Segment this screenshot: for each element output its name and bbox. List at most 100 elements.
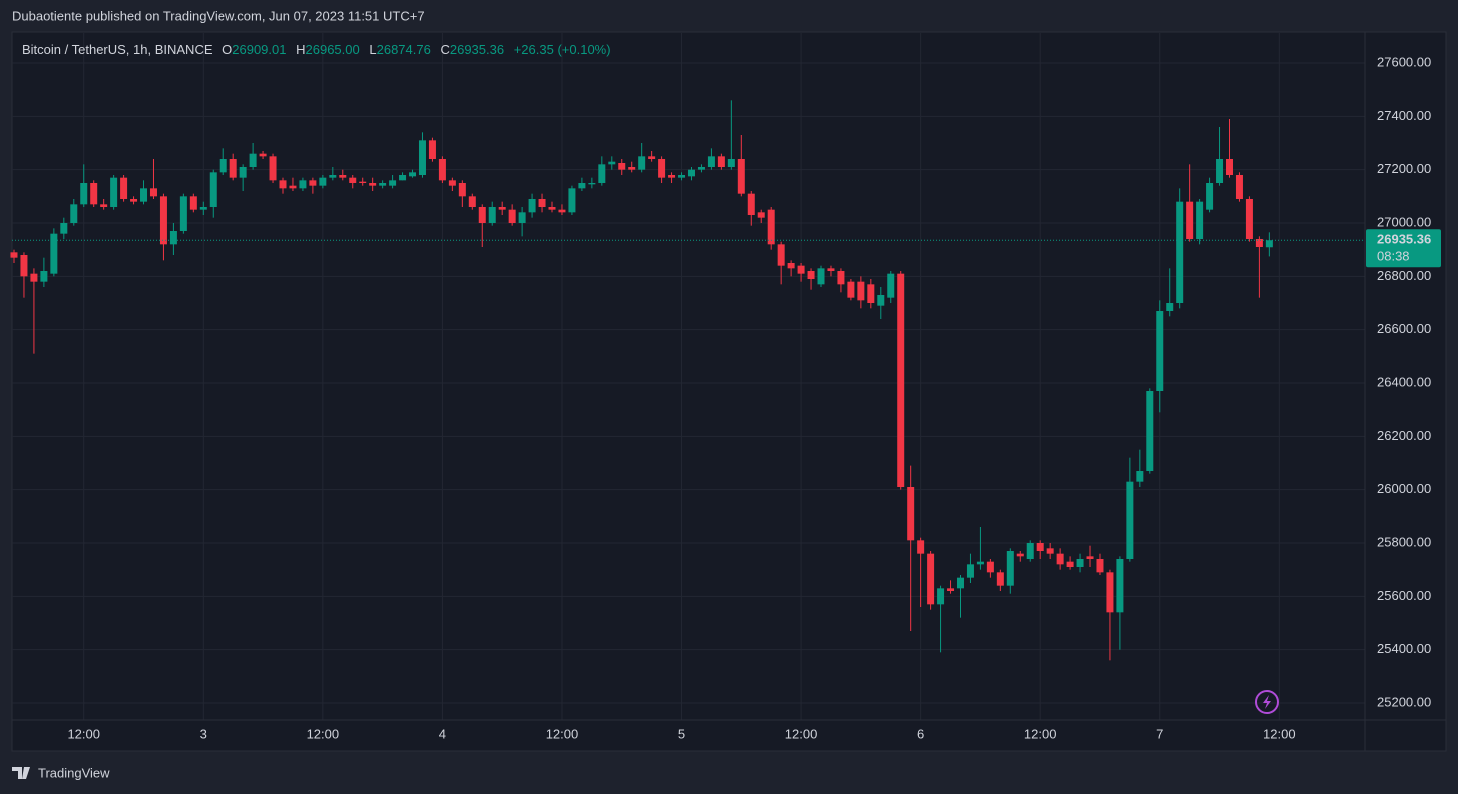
- candle-body: [1186, 201, 1194, 239]
- candle-body: [737, 159, 745, 194]
- x-tick-label: 12:00: [67, 726, 100, 741]
- candle-body: [140, 188, 148, 202]
- candle-body: [1156, 311, 1164, 391]
- candle-body: [608, 161, 616, 165]
- candle-body: [1136, 471, 1144, 482]
- candle-body: [588, 183, 596, 185]
- candle-body: [1006, 551, 1014, 586]
- candle-body: [359, 181, 367, 183]
- candle-body: [1016, 553, 1024, 557]
- x-tick-label: 7: [1156, 726, 1163, 741]
- candle-body: [927, 553, 935, 605]
- candle-body: [239, 167, 247, 178]
- candle-body: [40, 271, 48, 282]
- lightning-icon[interactable]: [1255, 690, 1279, 714]
- candle-body: [179, 196, 187, 231]
- candle-body: [777, 244, 785, 266]
- candle-body: [458, 183, 466, 197]
- candle-body: [986, 561, 994, 573]
- tradingview-logo[interactable]: TradingView: [12, 765, 110, 780]
- candle-body: [578, 183, 586, 189]
- ohlc-header: Bitcoin / TetherUS, 1h, BINANCE O26909.0…: [22, 42, 611, 57]
- candle-body: [1026, 543, 1034, 559]
- candle-body: [1255, 239, 1263, 247]
- candle-body: [568, 188, 576, 213]
- candle-body: [50, 233, 58, 274]
- y-tick-label: 26000.00: [1377, 481, 1431, 496]
- candle-body: [887, 273, 895, 298]
- candle-body: [837, 271, 845, 285]
- candle-body: [1245, 199, 1253, 239]
- candle-body: [349, 177, 357, 183]
- candle-body: [100, 204, 108, 207]
- x-tick-label: 5: [678, 726, 685, 741]
- candle-body: [628, 167, 636, 170]
- c-value: 26935.36: [450, 42, 504, 57]
- y-tick-label: 26200.00: [1377, 428, 1431, 443]
- candle-body: [189, 196, 197, 210]
- candle-body: [538, 199, 546, 207]
- candle-body: [1076, 559, 1084, 567]
- candle-body: [678, 175, 686, 178]
- candle-body: [877, 295, 885, 306]
- candle-body: [937, 588, 945, 605]
- candle-body: [767, 209, 775, 245]
- candle-body: [149, 188, 157, 197]
- candle-body: [169, 231, 177, 245]
- h-key: H: [296, 42, 305, 57]
- o-key: O: [222, 42, 232, 57]
- y-tick-label: 26400.00: [1377, 374, 1431, 389]
- l-value: 26874.76: [377, 42, 431, 57]
- candle-body: [508, 209, 516, 223]
- candle-body: [1146, 391, 1154, 471]
- candle-body: [329, 175, 337, 178]
- candle-body: [10, 252, 18, 258]
- candle-body: [60, 223, 68, 234]
- candle-body: [319, 177, 327, 186]
- candle-body: [30, 273, 38, 282]
- candle-body: [747, 193, 755, 215]
- o-value: 26909.01: [232, 42, 286, 57]
- y-tick-label: 25600.00: [1377, 588, 1431, 603]
- candle-body: [1126, 481, 1134, 559]
- candle-body: [518, 212, 526, 223]
- candle-body: [1116, 559, 1124, 613]
- candle-body: [598, 164, 606, 183]
- candle-body: [757, 212, 765, 218]
- candle-body: [1265, 240, 1273, 248]
- candle-body: [229, 159, 237, 178]
- candle-body: [110, 177, 118, 207]
- l-key: L: [369, 42, 376, 57]
- candle-body: [299, 180, 307, 189]
- candle-body: [399, 175, 407, 181]
- last-price-box: [1366, 229, 1441, 268]
- change: +26.35 (+0.10%): [514, 42, 611, 57]
- x-tick-label: 4: [439, 726, 446, 741]
- candle-body: [80, 183, 88, 205]
- y-tick-label: 27600.00: [1377, 54, 1431, 69]
- candle-body: [827, 268, 835, 271]
- candle-body: [90, 183, 98, 205]
- candle-body: [976, 561, 984, 565]
- y-tick-label: 25400.00: [1377, 641, 1431, 656]
- h-value: 26965.00: [306, 42, 360, 57]
- candle-body: [498, 207, 506, 210]
- candle-body: [20, 255, 28, 277]
- y-tick-label: 27400.00: [1377, 108, 1431, 123]
- candle-body: [289, 185, 297, 189]
- candle-body: [70, 204, 78, 223]
- candle-body: [857, 281, 865, 301]
- candle-body: [1036, 543, 1044, 551]
- plot: [10, 33, 1365, 720]
- candle-body: [209, 172, 217, 207]
- candle-body: [1046, 548, 1054, 554]
- candle-body: [339, 175, 347, 178]
- x-tick-label: 12:00: [307, 726, 340, 741]
- candle-body: [448, 180, 456, 186]
- countdown: 08:38: [1377, 249, 1410, 264]
- candle-body: [1056, 553, 1064, 565]
- candle-body: [269, 156, 277, 181]
- candle-body: [259, 153, 267, 157]
